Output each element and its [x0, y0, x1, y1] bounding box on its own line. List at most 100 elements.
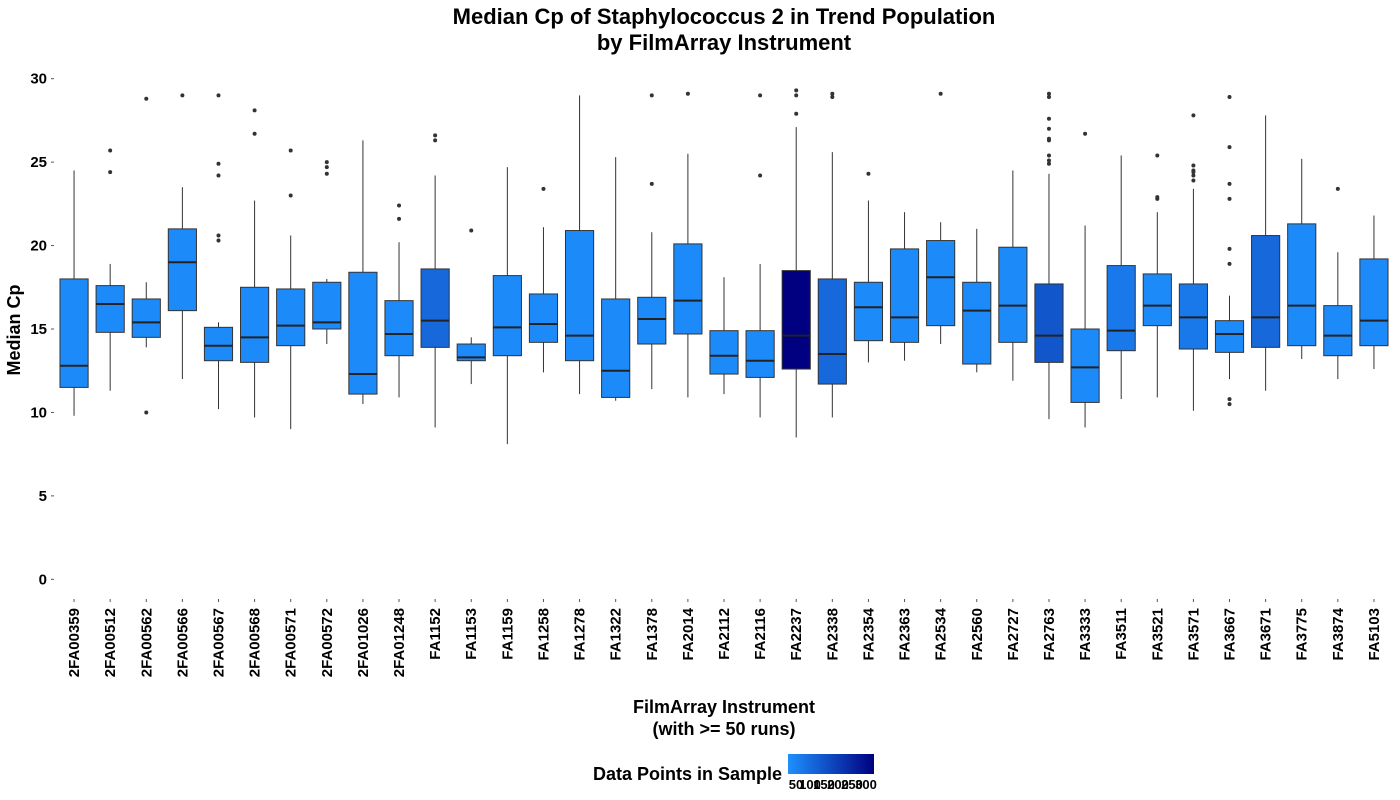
- outlier-point: [649, 93, 654, 98]
- outlier-point: [685, 91, 690, 96]
- box-FA2237: [781, 88, 811, 438]
- x-tick-label: 2FA00512: [102, 608, 119, 677]
- box-2FA00566: [167, 93, 197, 380]
- box-2FA00567: [203, 93, 234, 410]
- legend-tick-label: 100: [799, 777, 821, 792]
- x-tick-label: FA2116: [752, 608, 769, 660]
- outlier-point: [794, 111, 799, 116]
- outlier-point: [1046, 91, 1051, 96]
- box-2FA00512: [95, 148, 125, 391]
- box-FA2560: [962, 228, 992, 373]
- outlier-point: [1155, 195, 1160, 200]
- x-tick-label: FA2112: [716, 608, 733, 660]
- outlier-point: [1046, 153, 1051, 158]
- box-iqr: [348, 271, 378, 395]
- outlier-point: [1227, 261, 1232, 266]
- outlier-point: [1083, 131, 1088, 136]
- box-2FA01026: [348, 140, 378, 405]
- x-tick-label: FA1258: [535, 608, 552, 661]
- box-iqr: [1251, 235, 1281, 348]
- box-FA3775: [1287, 158, 1317, 360]
- outlier-point: [288, 193, 293, 198]
- outlier-point: [397, 216, 402, 221]
- outlier-point: [216, 161, 221, 166]
- box-FA3511: [1106, 155, 1136, 400]
- x-tick-label: FA2014: [680, 607, 697, 660]
- box-iqr: [1287, 223, 1317, 347]
- outlier-point: [1227, 181, 1232, 186]
- x-tick-label: FA3874: [1330, 607, 1347, 660]
- box-iqr: [637, 296, 667, 345]
- outlier-point: [1046, 136, 1051, 141]
- x-axis-title: FilmArray Instrument: [633, 697, 815, 717]
- box-iqr: [781, 270, 811, 370]
- box-iqr: [1034, 283, 1064, 363]
- x-tick-label: FA2534: [933, 607, 950, 660]
- outlier-point: [180, 93, 185, 98]
- outlier-point: [649, 181, 654, 186]
- x-tick-label: 2FA01248: [391, 608, 408, 677]
- x-tick-label: FA3521: [1149, 608, 1166, 661]
- x-tick-label: 2FA00566: [174, 608, 191, 677]
- outlier-point: [324, 165, 329, 170]
- box-iqr: [926, 240, 956, 327]
- x-tick-label: FA1278: [572, 608, 589, 661]
- box-FA2763: [1034, 91, 1064, 420]
- outlier-point: [1227, 145, 1232, 150]
- legend-tick-label: 250: [841, 777, 863, 792]
- x-tick-label: FA2727: [1005, 608, 1022, 661]
- legend-tick-label: 50: [789, 777, 803, 792]
- y-tick-label: 25: [30, 154, 47, 171]
- outlier-point: [397, 203, 402, 208]
- x-tick-label: 2FA00567: [210, 608, 227, 677]
- box-iqr: [276, 288, 306, 347]
- box-FA2014: [673, 91, 703, 398]
- box-iqr: [492, 275, 522, 357]
- box-2FA01248: [384, 203, 414, 398]
- outlier-point: [1191, 178, 1196, 183]
- outlier-point: [1046, 158, 1051, 163]
- x-tick-label: FA2354: [860, 607, 877, 660]
- outlier-point: [433, 138, 438, 143]
- outlier-point: [758, 173, 763, 178]
- legend-colorbar: [788, 754, 874, 774]
- y-axis-title: Median Cp: [4, 284, 24, 375]
- box-iqr: [131, 298, 161, 338]
- box-FA3667: [1214, 95, 1245, 407]
- x-tick-label: FA1378: [644, 608, 661, 661]
- x-axis-subtitle: (with >= 50 runs): [652, 719, 795, 739]
- box-iqr: [167, 228, 197, 312]
- box-2FA00572: [312, 160, 342, 345]
- box-FA1258: [528, 186, 559, 373]
- box-iqr: [962, 281, 992, 365]
- box-FA2112: [709, 277, 739, 395]
- outlier-point: [1046, 116, 1051, 121]
- outlier-point: [144, 96, 149, 101]
- x-tick-label: FA1153: [463, 608, 480, 660]
- outlier-point: [1227, 402, 1232, 407]
- outlier-point: [1046, 161, 1051, 166]
- box-FA1153: [456, 228, 486, 385]
- outlier-point: [1227, 246, 1232, 251]
- box-iqr: [420, 268, 450, 348]
- box-FA1152: [420, 133, 450, 428]
- box-FA1322: [601, 157, 631, 401]
- x-axis: 2FA00359 2FA00512 2FA00562 2FA00566 2FA00567…: [66, 599, 1383, 677]
- outlier-point: [252, 131, 257, 136]
- outlier-point: [866, 171, 871, 176]
- x-tick-label: FA3511: [1113, 608, 1130, 660]
- x-tick-label: FA3775: [1294, 608, 1311, 661]
- outlier-point: [469, 228, 474, 233]
- y-tick-label: 0: [39, 571, 47, 588]
- outlier-point: [288, 148, 293, 153]
- outlier-point: [216, 233, 221, 238]
- box-iqr: [1142, 273, 1172, 327]
- outlier-point: [1227, 397, 1232, 402]
- box-FA2354: [853, 171, 884, 363]
- box-iqr: [59, 278, 89, 388]
- x-tick-label: FA3571: [1185, 608, 1202, 661]
- outlier-point: [252, 108, 257, 113]
- outlier-point: [1335, 186, 1340, 191]
